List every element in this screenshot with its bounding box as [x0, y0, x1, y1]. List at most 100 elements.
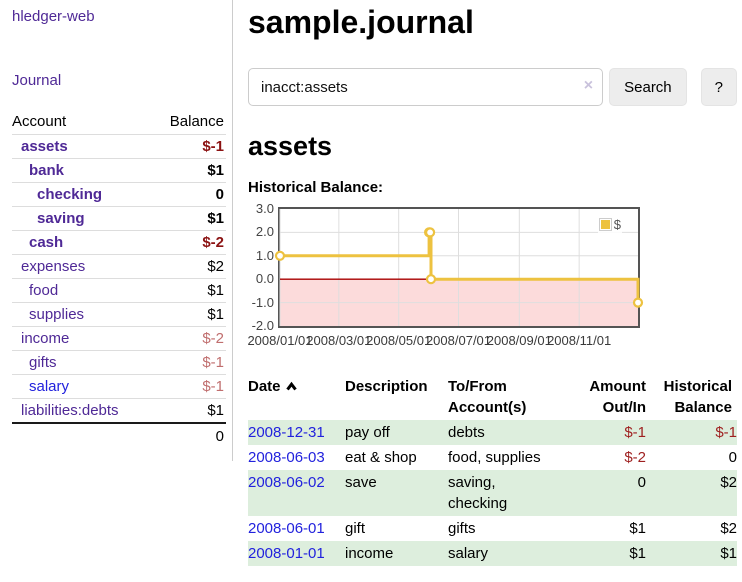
transaction-balance: $2: [720, 520, 737, 537]
account-row: assets $-1: [12, 134, 226, 159]
account-row: salary $-1: [12, 374, 226, 399]
transaction-date-link[interactable]: 2008-06-02: [248, 474, 325, 491]
account-heading: assets: [248, 131, 333, 161]
sidebar: hledger-web Journal Account Balance asse…: [0, 0, 233, 461]
date-header-label: Date: [248, 378, 281, 395]
accounts-col-balance: Balance: [169, 113, 224, 130]
transaction-date-link[interactable]: 2008-01-01: [248, 545, 325, 562]
accounts-total-value: 0: [215, 428, 224, 445]
transaction-row: 2008-06-01 gift gifts $1 $2: [248, 516, 737, 541]
account-link[interactable]: food: [29, 282, 59, 299]
transaction-accounts: saving, checking: [448, 474, 508, 512]
y-axis-tick-label: 3.0: [255, 201, 274, 216]
historical-balance-chart: $ 3.0 2.0 1.0 0.0 -1.0 -2.0 2008/01/01 2008/03/…: [247, 201, 737, 354]
transaction-date-link[interactable]: 2008-06-03: [248, 449, 325, 466]
account-balance: 0: [215, 186, 224, 203]
help-button[interactable]: ?: [700, 68, 737, 106]
account-row: expenses $2: [12, 254, 226, 279]
account-row: food $1: [12, 278, 226, 303]
y-axis-tick-label: 0.0: [255, 271, 274, 287]
page-title: sample.journal: [248, 4, 474, 40]
register-col-accounts: To/From Account(s): [448, 378, 527, 416]
register-table: Date Description To/From Account(s) Amou…: [248, 374, 737, 566]
chart-canvas: [274, 209, 644, 326]
transaction-amount: $-2: [624, 449, 646, 466]
y-axis-tick-label: 2.0: [255, 224, 274, 240]
x-axis-tick-label: 2008/05/01: [366, 333, 432, 348]
account-balance: $-1: [202, 138, 224, 155]
register-col-description: Description: [345, 378, 428, 395]
account-row: gifts $-1: [12, 350, 226, 375]
search-button[interactable]: Search: [609, 68, 687, 106]
transaction-row: 2008-01-01 income salary $1 $1: [248, 541, 737, 566]
search-form: × Search ?: [248, 68, 737, 106]
accounts-table-body: assets $-1 bank $1 checking 0 saving $1 cash $-2 e…: [12, 134, 226, 424]
account-balance: $-1: [202, 378, 224, 395]
transaction-accounts: salary: [448, 545, 489, 562]
account-row: saving $1: [12, 206, 226, 231]
x-axis-tick-label: 2008/11/01: [547, 333, 612, 348]
account-link[interactable]: saving: [37, 210, 85, 227]
app-window: hledger-web Journal Account Balance asse…: [0, 0, 742, 566]
transaction-balance: 0: [728, 449, 737, 466]
account-balance: $1: [207, 210, 224, 227]
account-row: checking 0: [12, 182, 226, 207]
account-row: cash $-2: [12, 230, 226, 255]
account-balance: $1: [207, 162, 224, 179]
account-link[interactable]: cash: [29, 234, 64, 251]
x-axis-tick-label: 2008/09/01: [486, 333, 552, 348]
account-link[interactable]: assets: [21, 138, 68, 155]
transaction-amount: 0: [637, 474, 646, 491]
x-axis-tick-label: 2008/03/01: [306, 333, 372, 348]
account-row: income $-2: [12, 326, 226, 351]
transaction-row: 2008-12-31 pay off debts $-1 $-1: [248, 420, 737, 445]
legend-swatch: [598, 218, 612, 231]
journal-link[interactable]: Journal: [12, 72, 62, 89]
legend-label: $: [613, 217, 621, 232]
clear-search-icon[interactable]: ×: [583, 77, 594, 94]
account-link[interactable]: income: [21, 330, 70, 347]
transaction-accounts: debts: [448, 424, 485, 441]
account-balance: $-2: [202, 234, 224, 251]
account-link[interactable]: gifts: [29, 354, 57, 371]
accounts-table: Account Balance assets $-1 bank $1 checking 0…: [12, 110, 226, 449]
accounts-col-account: Account: [12, 113, 67, 130]
transaction-balance: $2: [720, 474, 737, 491]
register-header-row: Date Description To/From Account(s) Amou…: [248, 374, 737, 420]
transaction-amount: $-1: [624, 424, 646, 441]
transaction-amount: $1: [629, 545, 646, 562]
y-axis-tick-label: -1.0: [251, 294, 274, 310]
account-link[interactable]: bank: [29, 162, 65, 179]
transaction-row: 2008-06-03 eat & shop food, supplies $-2 0: [248, 445, 737, 470]
y-axis-tick-label: 1.0: [255, 247, 274, 263]
chart-title: Historical Balance:: [248, 179, 384, 196]
account-balance: $-1: [202, 354, 224, 371]
account-balance: $1: [207, 306, 224, 323]
transaction-accounts: food, supplies: [448, 449, 541, 466]
x-axis-tick-label: 2008/01/01: [247, 333, 313, 348]
account-link[interactable]: checking: [37, 186, 103, 203]
account-balance: $1: [207, 282, 224, 299]
chart-plot-area: $: [274, 207, 644, 328]
transaction-amount: $1: [629, 520, 646, 537]
register-table-body: 2008-12-31 pay off debts $-1 $-1 2008-06-03 ea…: [248, 420, 737, 566]
account-row: liabilities:debts $1: [12, 398, 226, 424]
transaction-date-link[interactable]: 2008-12-31: [248, 424, 325, 441]
account-row: bank $1: [12, 158, 226, 183]
main-content: sample.journal × Search ? assets Histori…: [233, 0, 742, 566]
y-axis-tick-label: -2.0: [251, 318, 274, 333]
search-input[interactable]: [248, 68, 604, 106]
transaction-description: income: [345, 545, 394, 562]
register-col-date[interactable]: Date: [248, 374, 345, 420]
account-link[interactable]: expenses: [21, 258, 86, 275]
transaction-description: eat & shop: [345, 449, 417, 466]
account-balance: $-2: [202, 330, 224, 347]
account-link[interactable]: liabilities:debts: [21, 402, 119, 419]
x-axis-tick-label: 2008/07/01: [425, 333, 492, 348]
account-balance: $1: [207, 402, 224, 419]
transaction-date-link[interactable]: 2008-06-01: [248, 520, 325, 537]
account-link[interactable]: supplies: [29, 306, 85, 323]
accounts-total-row: 0: [12, 423, 226, 449]
app-title-link[interactable]: hledger-web: [12, 8, 95, 25]
account-link[interactable]: salary: [29, 378, 70, 395]
